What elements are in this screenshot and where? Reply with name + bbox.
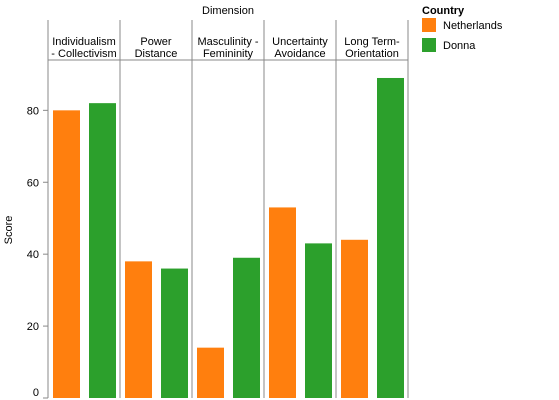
bar-donna (377, 77, 404, 398)
panel-header-label: Power (140, 36, 172, 48)
facet-panel: Long Term-Orientation (341, 20, 409, 398)
panel-header-label: Long Term- (344, 36, 400, 48)
panel-header-label: Uncertainty (272, 36, 328, 48)
panel-header-label: Avoidance (274, 48, 325, 60)
legend-swatch-netherlands (422, 18, 436, 32)
bar-netherlands (269, 207, 296, 398)
bar-netherlands (197, 347, 224, 398)
bar-donna (89, 103, 116, 399)
legend: Country Netherlands Donna (422, 5, 503, 52)
y-tick-label: 0 (33, 387, 39, 399)
facet-panels: Individualism- CollectivismPowerDistance… (47, 20, 409, 399)
panel-header-label: Femininity (203, 48, 254, 60)
bar-netherlands (125, 261, 152, 398)
y-tick-label: 80 (27, 105, 39, 117)
chart-title: Dimension (202, 5, 254, 17)
bar-netherlands (341, 239, 368, 398)
legend-label-donna: Donna (443, 40, 476, 52)
panel-header-label: Masculinity - (197, 36, 258, 48)
bar-netherlands (53, 110, 80, 398)
bar-donna (233, 257, 260, 398)
legend-label-netherlands: Netherlands (443, 20, 503, 32)
legend-title: Country (422, 5, 465, 17)
bar-donna (305, 243, 332, 398)
y-tick-label: 20 (27, 321, 39, 333)
facet-panel: Individualism- Collectivism (51, 20, 121, 399)
y-tick-label: 40 (27, 249, 39, 261)
y-tick-label: 60 (27, 177, 39, 189)
panel-header-label: - Collectivism (51, 48, 116, 60)
y-axis: 0 20 40 60 80 (27, 105, 48, 399)
panel-header-label: Individualism (52, 36, 116, 48)
panel-header-label: Distance (135, 48, 178, 60)
facet-panel: Masculinity -Femininity (197, 20, 265, 398)
bar-donna (161, 268, 188, 398)
panel-header-label: Orientation (345, 48, 399, 60)
y-axis-label: Score (3, 216, 15, 245)
legend-swatch-donna (422, 38, 436, 52)
